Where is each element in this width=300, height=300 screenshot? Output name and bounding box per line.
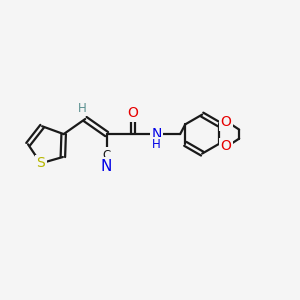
- Text: H: H: [152, 138, 161, 151]
- Text: O: O: [128, 106, 138, 120]
- Text: H: H: [78, 102, 87, 115]
- Text: O: O: [220, 139, 232, 153]
- Text: C: C: [103, 149, 111, 162]
- Text: S: S: [37, 156, 45, 170]
- Text: O: O: [220, 115, 232, 129]
- Text: N: N: [152, 127, 162, 141]
- Text: N: N: [101, 159, 112, 174]
